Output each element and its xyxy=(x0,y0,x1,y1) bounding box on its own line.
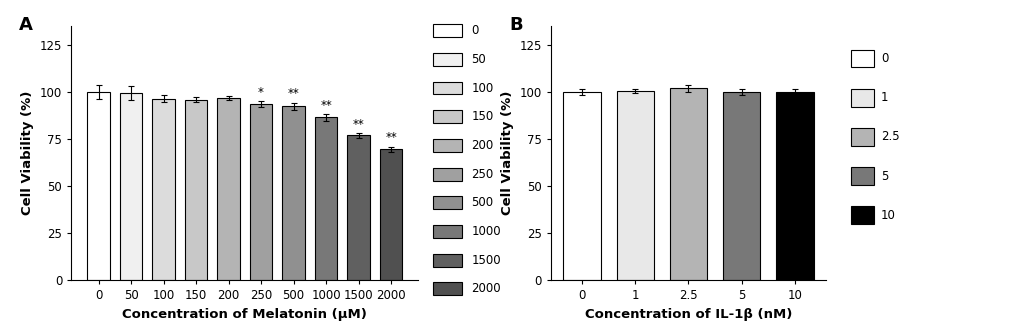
Bar xyxy=(379,149,403,280)
Bar xyxy=(433,225,462,238)
X-axis label: Concentration of Melatonin (μM): Concentration of Melatonin (μM) xyxy=(122,308,367,321)
Text: 1500: 1500 xyxy=(471,254,500,267)
Bar xyxy=(433,82,462,95)
Text: 0: 0 xyxy=(471,24,478,37)
Text: 100: 100 xyxy=(471,82,493,95)
Text: 200: 200 xyxy=(471,139,493,152)
Text: *: * xyxy=(258,86,264,99)
Bar xyxy=(850,206,872,224)
Bar xyxy=(615,91,653,280)
Text: **: ** xyxy=(287,87,300,100)
Text: 1: 1 xyxy=(880,91,888,104)
Text: **: ** xyxy=(320,99,331,112)
Y-axis label: Cell Viability (%): Cell Viability (%) xyxy=(500,91,514,215)
Bar xyxy=(722,92,760,280)
Bar xyxy=(433,24,462,37)
Bar xyxy=(315,117,337,280)
Text: 150: 150 xyxy=(471,110,493,123)
Text: 5: 5 xyxy=(880,170,888,183)
Bar xyxy=(87,92,110,280)
Y-axis label: Cell Viability (%): Cell Viability (%) xyxy=(21,91,35,215)
Bar xyxy=(184,99,207,280)
Text: 2.5: 2.5 xyxy=(880,130,899,143)
Text: 10: 10 xyxy=(880,209,895,222)
Bar xyxy=(282,106,305,280)
Text: 2000: 2000 xyxy=(471,282,500,295)
Bar xyxy=(775,92,813,280)
Bar xyxy=(562,92,600,280)
Bar xyxy=(433,139,462,152)
Text: 50: 50 xyxy=(471,53,485,66)
Text: 250: 250 xyxy=(471,168,493,181)
Bar xyxy=(433,254,462,267)
Text: **: ** xyxy=(385,131,396,144)
Bar xyxy=(433,168,462,181)
Bar xyxy=(850,89,872,107)
Bar xyxy=(250,104,272,280)
Bar xyxy=(346,135,370,280)
Bar xyxy=(433,282,462,295)
Bar xyxy=(850,50,872,67)
Text: **: ** xyxy=(353,118,364,131)
Bar xyxy=(433,110,462,123)
X-axis label: Concentration of IL-1β (nM): Concentration of IL-1β (nM) xyxy=(584,308,792,321)
Bar xyxy=(152,98,174,280)
Text: 0: 0 xyxy=(880,52,888,65)
Bar xyxy=(433,196,462,209)
Bar xyxy=(217,98,239,280)
Text: 1000: 1000 xyxy=(471,225,500,238)
Bar xyxy=(433,53,462,66)
Text: 500: 500 xyxy=(471,196,493,209)
Bar xyxy=(850,167,872,185)
Bar xyxy=(119,93,143,280)
Bar xyxy=(850,128,872,146)
Bar xyxy=(669,88,706,280)
Text: B: B xyxy=(510,16,523,34)
Text: A: A xyxy=(19,16,34,34)
